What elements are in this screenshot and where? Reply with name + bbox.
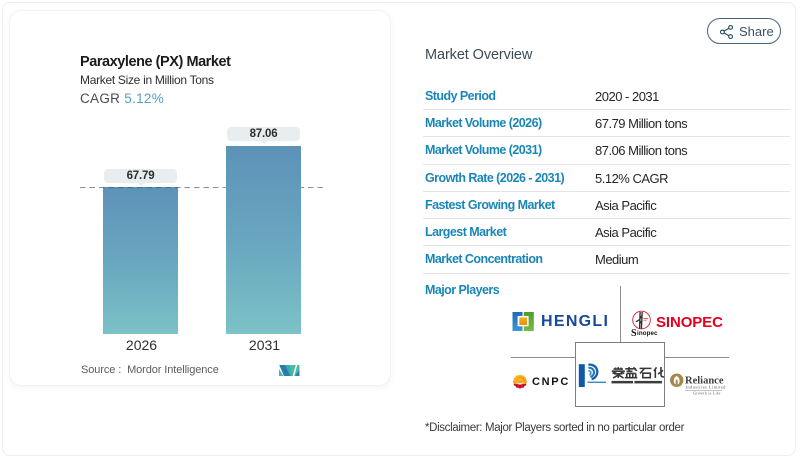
- svg-text:Growth is Life: Growth is Life: [693, 391, 721, 396]
- svg-text:Reliance: Reliance: [685, 376, 724, 387]
- svg-text:Industries Limited: Industries Limited: [686, 385, 727, 390]
- svg-text:S: S: [631, 328, 637, 338]
- svg-text:inopec: inopec: [637, 330, 658, 337]
